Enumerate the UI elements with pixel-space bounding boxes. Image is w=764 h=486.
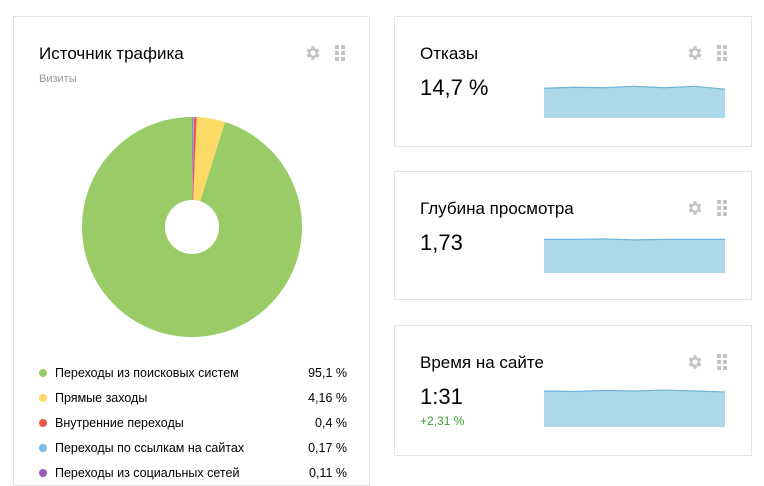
page-depth-widget: Глубина просмотра 1,73 <box>394 171 752 300</box>
pie-slice-2[interactable] <box>192 117 197 227</box>
legend-label: Внутренние переходы <box>55 415 184 430</box>
bounce-rate-widget: Отказы 14,7 % <box>394 16 752 147</box>
sparkline-line <box>544 85 725 90</box>
drag-handle-icon[interactable] <box>717 45 727 61</box>
drag-handle-icon[interactable] <box>335 45 345 61</box>
gear-icon[interactable] <box>304 44 322 62</box>
metric-value: 1,73 <box>420 230 463 255</box>
chart-legend: Переходы из поисковых систем 95,1 % Прямые… <box>39 360 347 485</box>
widget-tools <box>686 353 727 371</box>
legend-item[interactable]: Переходы из поисковых систем 95,1 % <box>39 360 347 385</box>
widget-tools <box>304 44 345 62</box>
traffic-pie-chart <box>82 117 302 337</box>
sparkline-chart <box>544 389 725 427</box>
legend-value: 95,1 % <box>308 365 347 380</box>
sparkline-chart <box>544 238 725 273</box>
widget-title: Отказы <box>420 44 479 63</box>
legend-value: 4,16 % <box>308 390 347 405</box>
metric-change: +2,31 % <box>420 414 465 428</box>
widget-title: Глубина просмотра <box>420 199 574 218</box>
widget-title: Источник трафика <box>39 44 184 63</box>
legend-marker <box>39 468 47 477</box>
traffic-source-widget: Источник трафика Визиты Переходы из поис… <box>13 16 370 486</box>
legend-item[interactable]: Переходы по ссылкам на сайтах 0,17 % <box>39 435 347 460</box>
widget-title: Время на сайте <box>420 353 544 372</box>
sparkline-area <box>544 86 725 118</box>
drag-handle-icon[interactable] <box>717 354 727 370</box>
legend-item[interactable]: Переходы из социальных сетей 0,11 % <box>39 460 347 485</box>
legend-value: 0,4 % <box>315 415 347 430</box>
metric-value: 14,7 % <box>420 75 489 100</box>
legend-value: 0,17 % <box>308 440 347 455</box>
donut-hole <box>165 200 219 254</box>
sparkline-area <box>544 238 725 273</box>
legend-label: Переходы по ссылкам на сайтах <box>55 440 245 455</box>
legend-item[interactable]: Прямые заходы 4,16 % <box>39 385 347 410</box>
sparkline-chart <box>544 85 725 118</box>
widget-tools <box>686 199 727 217</box>
time-on-site-widget: Время на сайте 1:31 +2,31 % <box>394 325 752 456</box>
pie-slice-1[interactable] <box>192 117 225 227</box>
widget-subtitle: Визиты <box>39 73 77 85</box>
legend-marker <box>39 393 47 402</box>
legend-item[interactable]: Внутренние переходы 0,4 % <box>39 410 347 435</box>
drag-handle-icon[interactable] <box>717 200 727 216</box>
sparkline-line <box>544 238 725 241</box>
gear-icon[interactable] <box>686 44 704 62</box>
legend-marker <box>39 443 47 452</box>
gear-icon[interactable] <box>686 199 704 217</box>
legend-marker <box>39 418 47 427</box>
legend-value: 0,11 % <box>309 465 347 480</box>
metric-value: 1:31 <box>420 384 463 409</box>
widget-tools <box>686 44 727 62</box>
legend-label: Переходы из поисковых систем <box>55 365 239 380</box>
legend-label: Переходы из социальных сетей <box>55 465 240 480</box>
sparkline-line <box>544 389 725 393</box>
pie-slice-3[interactable] <box>192 117 194 227</box>
gear-icon[interactable] <box>686 353 704 371</box>
legend-marker <box>39 368 47 377</box>
sparkline-area <box>544 390 725 427</box>
legend-label: Прямые заходы <box>55 390 148 405</box>
